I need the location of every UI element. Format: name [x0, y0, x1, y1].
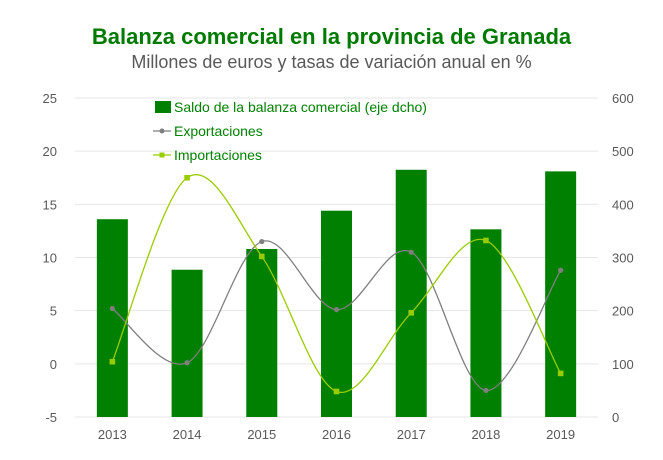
legend-label-exportaciones: Exportaciones — [174, 123, 263, 139]
left-tick-label: 25 — [43, 91, 57, 106]
chart-title: Balanza comercial en la provincia de Gra… — [91, 24, 572, 49]
right-tick-label: 100 — [612, 357, 634, 372]
legend-swatch-saldo — [155, 101, 171, 113]
point-exportaciones — [483, 387, 489, 394]
x-tick-label: 2016 — [322, 427, 351, 442]
right-tick-label: 300 — [612, 251, 634, 266]
point-importaciones — [184, 174, 190, 181]
point-exportaciones — [558, 267, 564, 273]
bar — [470, 229, 502, 417]
left-tick-label: 5 — [50, 304, 57, 319]
point-exportaciones — [333, 307, 340, 313]
bar — [171, 269, 203, 417]
x-tick-label: 2018 — [471, 427, 500, 442]
bar — [545, 171, 577, 417]
point-exportaciones — [109, 305, 115, 312]
point-exportaciones — [408, 249, 414, 255]
right-tick-label: 600 — [612, 91, 634, 106]
right-tick-label: 200 — [612, 304, 634, 319]
x-tick-label: 2014 — [173, 427, 202, 442]
legend: Saldo de la balanza comercial (eje dcho)… — [153, 99, 427, 163]
point-importaciones — [483, 237, 489, 244]
x-tick-label: 2013 — [98, 427, 127, 442]
legend-label-importaciones: Importaciones — [174, 147, 262, 163]
point-importaciones — [557, 370, 564, 377]
right-axis: 0 100 200 300 400 500 600 — [612, 91, 634, 425]
point-importaciones — [109, 358, 116, 365]
right-tick-label: 0 — [612, 410, 619, 425]
point-importaciones — [408, 309, 415, 316]
x-tick-label: 2019 — [546, 427, 575, 442]
legend-marker-exportaciones — [159, 128, 165, 134]
right-tick-label: 500 — [612, 144, 634, 159]
right-tick-label: 400 — [612, 197, 634, 212]
x-axis: 2013 2014 2015 2016 2017 2018 2019 — [98, 427, 575, 442]
left-tick-label: 20 — [43, 144, 57, 159]
x-tick-label: 2017 — [397, 427, 426, 442]
bar — [321, 210, 352, 417]
line-series — [109, 174, 564, 395]
point-importaciones — [333, 388, 340, 395]
chart-subtitle: Millones de euros y tasas de variación a… — [131, 52, 532, 72]
left-tick-label: 10 — [43, 251, 57, 266]
legend-label-saldo: Saldo de la balanza comercial (eje dcho) — [174, 99, 427, 115]
bar-series — [96, 169, 577, 417]
bar — [395, 169, 427, 417]
bar — [96, 219, 128, 417]
left-tick-label: -5 — [45, 410, 57, 425]
x-tick-label: 2015 — [247, 427, 276, 442]
legend-marker-importaciones — [159, 152, 165, 158]
left-tick-label: 15 — [43, 197, 57, 212]
bar — [246, 248, 278, 417]
left-axis: -5 0 5 10 15 20 25 — [43, 91, 57, 425]
point-exportaciones — [259, 238, 265, 245]
left-tick-label: 0 — [50, 357, 57, 372]
point-exportaciones — [184, 360, 190, 366]
point-importaciones — [258, 253, 265, 260]
